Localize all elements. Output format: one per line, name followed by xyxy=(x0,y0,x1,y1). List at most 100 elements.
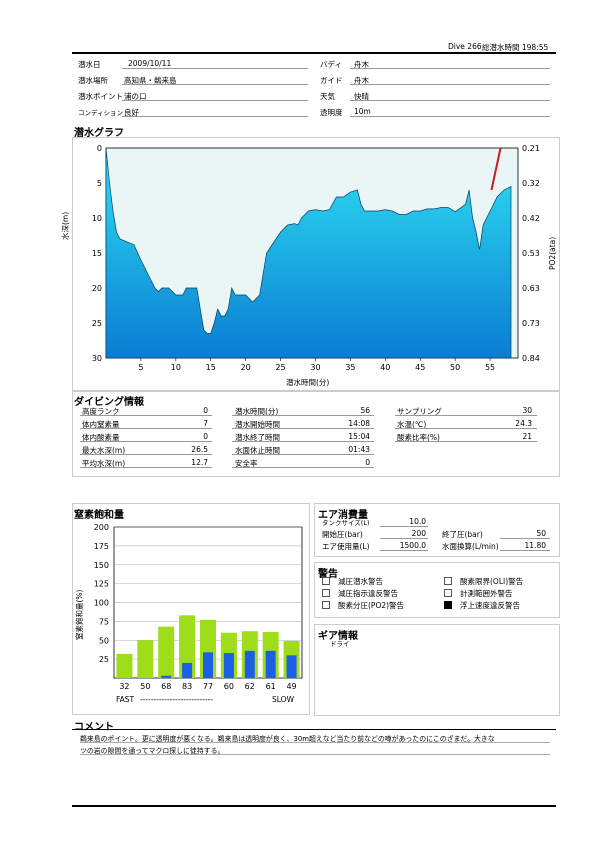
point-value: 浦の口 xyxy=(124,92,147,101)
n2-bar-inner xyxy=(244,650,255,678)
surface-rate-value: 11.80 xyxy=(524,541,546,550)
depth-tick-label: 15 xyxy=(92,249,102,258)
diving-info-label: 潜水時間(分) xyxy=(235,407,279,416)
gear-title: ギア情報 xyxy=(318,631,358,642)
n2-bar-inner xyxy=(161,675,172,678)
underline xyxy=(350,68,550,69)
underline xyxy=(395,415,537,416)
underline xyxy=(350,116,550,117)
diving-info-value: 01:43 xyxy=(348,445,370,454)
tank-value: 10.0 xyxy=(409,517,426,526)
n2-category-label: 77 xyxy=(203,682,213,691)
po2-tick-label: 0.73 xyxy=(522,319,540,328)
underline xyxy=(232,454,374,455)
depth-tick-label: 10 xyxy=(92,214,102,223)
n2-category-label: 68 xyxy=(161,682,171,691)
bar-y-tick-label: 200 xyxy=(94,523,109,532)
diving-info-label: 酸素比率(%) xyxy=(397,433,440,442)
diving-info-value: 14:08 xyxy=(348,419,370,428)
time-tick-label: 40 xyxy=(380,363,390,372)
weather-value: 快晴 xyxy=(354,92,369,101)
warning-checkbox[interactable] xyxy=(322,589,330,597)
dive-graph-title: 潜水グラフ xyxy=(74,128,124,139)
date-label: 潜水日 xyxy=(78,60,101,69)
warning-label: 酸素限界(OLI)警告 xyxy=(460,577,524,586)
n2-bar xyxy=(158,626,175,678)
visibility-value: 10m xyxy=(354,107,371,116)
n2-bar-inner xyxy=(182,662,193,678)
underline xyxy=(380,526,428,527)
tank-label: タンクサイズ(L) xyxy=(322,519,370,527)
underline xyxy=(122,116,308,117)
n2-category-label: 61 xyxy=(266,682,276,691)
diving-info-value: 15:04 xyxy=(348,432,370,441)
buddy-value: 舟木 xyxy=(354,60,369,69)
guide-value: 舟木 xyxy=(354,76,369,85)
diving-info-label: 潜水終了時間 xyxy=(235,433,280,442)
underline xyxy=(380,550,428,551)
diving-info-title: ダイビング情報 xyxy=(74,397,144,408)
footer-rule xyxy=(72,805,556,807)
gear-text: ドライ xyxy=(330,640,350,648)
n2-bar-inner xyxy=(286,655,297,678)
visibility-label: 透明度 xyxy=(320,108,343,117)
underline xyxy=(395,428,537,429)
depth-tick-label: 20 xyxy=(92,284,102,293)
fast-label: FAST xyxy=(116,695,135,704)
warning-checkbox[interactable] xyxy=(444,577,452,585)
underline xyxy=(500,550,550,551)
diving-info-value: 26.5 xyxy=(191,445,208,454)
air-title: エア消費量 xyxy=(318,510,368,521)
gear-frame xyxy=(314,624,560,716)
air-frame xyxy=(314,503,560,557)
diving-info-value: 21 xyxy=(522,432,532,441)
underline xyxy=(80,441,212,442)
time-tick-label: 45 xyxy=(415,363,425,372)
diving-info-label: 平均水深(m) xyxy=(82,459,126,468)
po2-axis-label: PO2(ata) xyxy=(548,236,557,270)
time-tick-label: 35 xyxy=(345,363,355,372)
guide-label: ガイド xyxy=(320,76,343,85)
n2-category-label: 62 xyxy=(245,682,255,691)
underline xyxy=(232,428,374,429)
warning-checkbox[interactable] xyxy=(322,577,330,585)
bar-y-tick-label: 175 xyxy=(94,542,109,551)
fast-slow-dashes: --------------------------- xyxy=(140,695,214,704)
underline xyxy=(80,754,550,755)
nitrogen-bar-chart: 200 175 150 125 100 75 50 25 32 50 68 83 77 60 62 61 49 xyxy=(94,523,303,691)
warning-checkbox[interactable] xyxy=(444,589,452,597)
underline xyxy=(80,454,212,455)
warning-label: 酸素分圧(PO2)警告 xyxy=(338,601,405,610)
diving-info-label: 最大水深(m) xyxy=(82,446,126,455)
n2-bar xyxy=(116,653,133,678)
diving-info-label: 安全率 xyxy=(235,459,258,468)
po2-tick-label: 0.21 xyxy=(522,144,540,153)
depth-tick-label: 0 xyxy=(97,144,102,153)
underline xyxy=(122,68,308,69)
underline xyxy=(350,84,550,85)
po2-tick-label: 0.53 xyxy=(522,249,540,258)
diving-info-value: 0 xyxy=(203,406,208,415)
comment-rule xyxy=(72,729,556,730)
po2-tick-label: 0.42 xyxy=(522,214,540,223)
time-tick-label: 55 xyxy=(485,363,495,372)
time-tick-label: 10 xyxy=(171,363,181,372)
diving-info-label: サンプリング xyxy=(397,407,442,416)
po2-line xyxy=(490,147,502,191)
place-value: 高知県・鵜来島 xyxy=(124,76,177,85)
warning-label: 減圧指示違反警告 xyxy=(338,589,398,598)
underline xyxy=(380,538,428,539)
n2-category-label: 60 xyxy=(224,682,234,691)
diving-info-label: 体内酸素量 xyxy=(82,433,120,442)
warning-checkbox[interactable] xyxy=(322,601,330,609)
warning-label: 計測範囲外警告 xyxy=(460,589,513,598)
point-label: 潜水ポイント xyxy=(78,92,123,101)
end-pressure-value: 50 xyxy=(536,529,546,538)
warning-checkbox[interactable] xyxy=(444,601,452,609)
start-pressure-label: 開始圧(bar) xyxy=(322,530,363,539)
diving-info-value: 30 xyxy=(522,406,532,415)
depth-axis-label: 水深(m) xyxy=(61,211,70,240)
slow-label: SLOW xyxy=(272,695,294,704)
bar-y-tick-label: 25 xyxy=(99,655,109,664)
diving-info-label: 体内窒素量 xyxy=(82,420,120,429)
